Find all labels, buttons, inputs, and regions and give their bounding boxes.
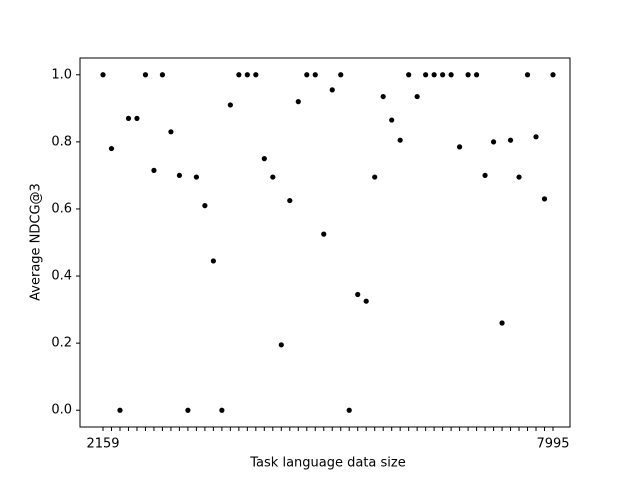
y-tick-label: 0.6	[51, 201, 72, 216]
x-tick-label: 7995	[536, 437, 569, 452]
point	[473, 72, 480, 78]
point	[490, 139, 497, 145]
point	[397, 137, 403, 143]
point	[448, 72, 454, 78]
point	[287, 197, 293, 204]
point	[227, 102, 233, 108]
point	[142, 72, 149, 78]
point	[312, 72, 318, 78]
point	[151, 167, 157, 173]
point	[321, 231, 327, 237]
point	[423, 72, 429, 78]
point	[372, 174, 378, 180]
point	[159, 72, 166, 78]
y-tick-label: 1.0	[51, 67, 72, 82]
point	[541, 196, 548, 202]
y-tick-label: 0.2	[51, 336, 72, 351]
x-tick-label: 2159	[86, 437, 119, 452]
point	[465, 72, 471, 78]
plot-frame	[79, 57, 571, 428]
point	[524, 72, 531, 78]
point	[440, 72, 446, 78]
point	[499, 320, 505, 326]
point	[482, 172, 488, 179]
point	[270, 174, 276, 180]
point	[507, 137, 514, 143]
point	[355, 291, 361, 298]
point	[457, 144, 463, 150]
y-tick-label: 0.8	[51, 134, 72, 149]
point	[516, 174, 522, 180]
point	[533, 134, 539, 140]
point	[125, 115, 132, 121]
y-tick-label: 0.0	[51, 403, 72, 418]
point	[304, 72, 310, 78]
point	[550, 72, 556, 78]
point	[346, 407, 352, 413]
point	[168, 129, 174, 135]
point	[202, 203, 208, 209]
y-axis-label: Average NDCG@3	[29, 183, 44, 301]
point	[389, 117, 395, 123]
point	[193, 174, 199, 180]
point	[134, 115, 140, 121]
point	[117, 407, 123, 413]
point	[414, 93, 420, 100]
point	[329, 87, 335, 93]
point	[278, 342, 284, 348]
x-axis-label: Task language data size	[249, 456, 405, 471]
point	[219, 407, 225, 413]
point	[176, 172, 183, 179]
point	[253, 72, 259, 78]
point	[210, 258, 216, 264]
point	[261, 156, 267, 162]
point	[338, 72, 344, 78]
point	[244, 72, 250, 78]
point	[100, 72, 106, 78]
point	[406, 72, 412, 78]
point	[108, 145, 115, 152]
point	[380, 93, 386, 100]
y-tick-label: 0.4	[51, 269, 72, 284]
point	[185, 407, 191, 413]
point	[295, 99, 301, 105]
point	[236, 72, 242, 78]
point	[431, 72, 437, 78]
point	[363, 298, 369, 304]
